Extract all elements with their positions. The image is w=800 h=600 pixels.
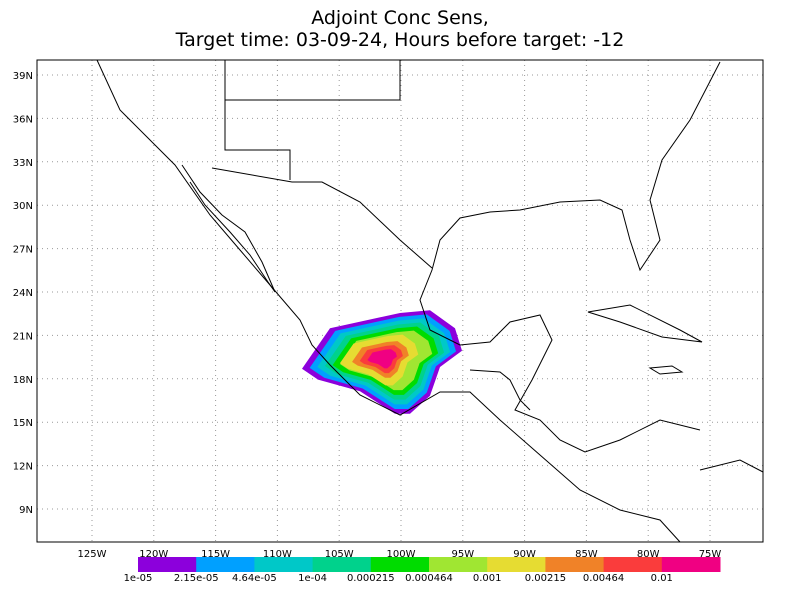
coastline [181,164,276,293]
colorbar-swatch [254,557,314,572]
border [469,369,531,411]
lat-tick-label: 24N [13,288,33,299]
title-line: Adjoint Conc Sens, [311,7,489,29]
colorbar-swatch [370,557,430,572]
lat-tick-label: 18N [13,375,33,386]
lon-tick-label: 115W [201,549,230,560]
colorbar-label: 2.15e-05 [174,573,219,584]
island [648,365,684,375]
border [211,167,433,269]
border [224,100,291,180]
colorbar-label: 0.000464 [405,573,453,584]
coastline [419,61,721,453]
coastline [699,459,764,473]
colorbar-label: 0.00215 [525,573,566,584]
coastlines [96,59,764,543]
colorbar: 1e-05 2.15e-05 4.64e-05 1e-04 0.000215 0.0004… [124,557,721,584]
axis-labels: 125W 120W 115W 110W 105W 100W 95W 90W 85W 80W 75W 3… [13,71,722,560]
lat-tick-label: 9N [19,505,33,516]
lat-tick-label: 21N [13,331,33,342]
colorbar-swatch [487,557,546,572]
lat-tick-label: 12N [13,462,33,473]
lon-tick-label: 120W [139,549,168,560]
colorbar-label: 0.00464 [583,573,624,584]
title-line: Target time: 03-09-24, Hours before targ… [175,29,625,51]
lon-tick-label: 105W [325,549,354,560]
lat-tick-label: 33N [13,158,33,169]
lon-tick-label: 80W [637,549,660,560]
lon-tick-label: 90W [513,549,536,560]
lon-tick-label: 125W [78,549,107,560]
lat-tick-label: 39N [13,71,33,82]
lat-tick-label: 30N [13,201,33,212]
colorbar-label: 0.001 [473,573,502,584]
lon-tick-label: 110W [263,549,292,560]
lon-tick-label: 85W [575,549,598,560]
lon-tick-label: 100W [387,549,416,560]
colorbar-swatch [603,557,663,572]
colorbar-swatch [196,557,255,572]
lon-tick-label: 95W [451,549,474,560]
island [587,304,703,343]
colorbar-swatch [138,557,197,572]
contour-level [367,349,397,369]
map-frame [36,59,764,543]
colorbar-swatch [312,557,372,572]
lon-tick-label: 75W [699,549,722,560]
coastline [96,59,681,543]
colorbar-swatch [429,557,488,572]
lat-tick-label: 36N [13,114,33,125]
colorbar-label: 1e-05 [124,573,153,584]
colorbar-label: 0.000215 [347,573,395,584]
sensitivity-field [302,310,462,414]
colorbar-label: 4.64e-05 [232,573,277,584]
colorbar-label: 1e-04 [298,573,327,584]
lat-tick-label: 27N [13,245,33,256]
colorbar-swatch [661,557,721,572]
lat-tick-label: 15N [13,418,33,429]
colorbar-label: 0.01 [651,573,673,584]
colorbar-swatch [545,557,605,572]
border [224,60,401,101]
graticule [37,60,763,542]
